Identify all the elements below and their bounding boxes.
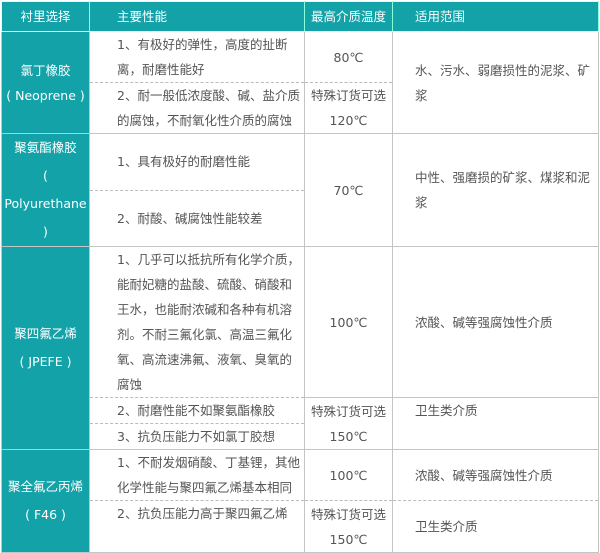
- table-row: 聚四氟乙烯 ( JPEFE ) 1、几乎可以抵抗所有化学介质，能耐妃糖的盐酸、硫酸…: [1, 246, 599, 450]
- special-temperature: 120℃: [329, 113, 368, 128]
- header-lining: 衬里选择: [1, 1, 90, 32]
- temperature-cell: 100℃: [304, 246, 393, 398]
- header-scope: 适用范围: [392, 1, 599, 32]
- property-cell: 2、耐磨性能不如聚氨酯橡胶: [89, 397, 305, 424]
- lining-name-cell: 聚四氟乙烯 ( JPEFE ): [1, 246, 90, 450]
- property-cell: 2、抗负压能力高于聚四氟乙烯: [89, 500, 305, 553]
- temperature-cell: 特殊订货可选 150℃: [304, 397, 393, 450]
- lining-code: ( F46 ): [25, 507, 66, 522]
- property-cell: 1、具有极好的耐磨性能: [89, 133, 305, 191]
- table-row: 2、抗负压能力高于聚四氟乙烯 特殊订货可选 150℃ 卫生类介质: [2, 500, 599, 553]
- scope-cell: 浓酸、碱等强腐蚀性介质: [392, 449, 599, 501]
- property-cell: 1、有极好的弹性，高度的扯断离，耐磨性能好: [89, 31, 305, 83]
- temperature-cell: 100℃: [304, 449, 393, 501]
- lining-code: ( JPEFE ): [19, 354, 72, 369]
- property-cell: 1、不耐发烟硝酸、丁基锂，其他化学性能与聚四氟乙烯基本相同: [89, 449, 305, 501]
- scope-cell: 水、污水、弱磨损性的泥浆、矿浆: [392, 31, 599, 134]
- scope-cell: 浓酸、碱等强腐蚀性介质: [392, 246, 599, 398]
- temperature-cell: 80℃: [304, 31, 393, 83]
- lining-name: 聚四氟乙烯: [14, 326, 77, 341]
- property-cell: 1、几乎可以抵抗所有化学介质，能耐妃糖的盐酸、硫酸、硝酸和王水，也能耐浓碱和各种…: [89, 246, 305, 398]
- table-row: 2、耐酸、碱腐蚀性能较差: [2, 189, 599, 247]
- temperature-cell: 70℃: [304, 133, 393, 247]
- lining-name-cell: 聚全氟乙丙烯 ( F46 ): [1, 449, 90, 553]
- lining-name: 聚氨酯橡胶: [14, 140, 77, 155]
- special-order-label: 特殊订货可选: [310, 506, 386, 522]
- table-row: 2、耐磨性能不如聚氨酯橡胶 特殊订货可选 150℃ 卫生类介质: [2, 397, 599, 450]
- scope-cell: 卫生类介质: [392, 500, 599, 553]
- table-row: 氯丁橡胶 ( Neoprene ) 1、有极好的弹性，高度的扯断离，耐磨性能好 8…: [1, 31, 599, 134]
- lining-name-cell: 氯丁橡胶 ( Neoprene ): [1, 31, 90, 134]
- temperature-cell: 特殊订货可选 150℃: [304, 500, 393, 553]
- table-row: 2、耐一般低浓度酸、碱、盐介质的腐蚀，不耐氧化性介质的腐蚀 特殊订货可选 120℃: [2, 82, 599, 134]
- lining-name: 聚全氟乙丙烯: [7, 479, 83, 494]
- scope-cell: 卫生类介质: [392, 397, 599, 450]
- table-row: 聚氨酯橡胶 ( Polyurethane ) 1、具有极好的耐磨性能 70℃ 中性…: [1, 133, 599, 247]
- special-temperature: 150℃: [329, 531, 368, 547]
- temperature-cell: 特殊订货可选 120℃: [304, 82, 393, 134]
- lining-name-cell: 聚氨酯橡胶 ( Polyurethane ): [1, 133, 90, 247]
- property-cell: 2、耐酸、碱腐蚀性能较差: [89, 189, 305, 247]
- table-row: 聚全氟乙丙烯 ( F46 ) 1、不耐发烟硝酸、丁基锂，其他化学性能与聚四氟乙烯基…: [1, 449, 599, 553]
- header-properties: 主要性能: [89, 1, 305, 32]
- scope-cell: 中性、强磨损的矿浆、煤浆和泥浆: [392, 133, 599, 247]
- lining-name: 氯丁橡胶: [20, 62, 71, 78]
- lining-code: ( Neoprene ): [6, 87, 85, 103]
- special-temperature: 150℃: [329, 428, 368, 444]
- header-row: 衬里选择 主要性能 最高介质温度 适用范围: [1, 1, 599, 32]
- property-cell: 2、耐一般低浓度酸、碱、盐介质的腐蚀，不耐氧化性介质的腐蚀: [89, 82, 305, 134]
- special-order-label: 特殊订货可选: [310, 403, 386, 419]
- lining-code: ( Polyurethane ): [4, 168, 87, 239]
- header-temperature: 最高介质温度: [304, 1, 393, 32]
- special-order-label: 特殊订货可选: [310, 88, 386, 103]
- property-cell: 3、抗负压能力不如氯丁胶想: [89, 423, 305, 450]
